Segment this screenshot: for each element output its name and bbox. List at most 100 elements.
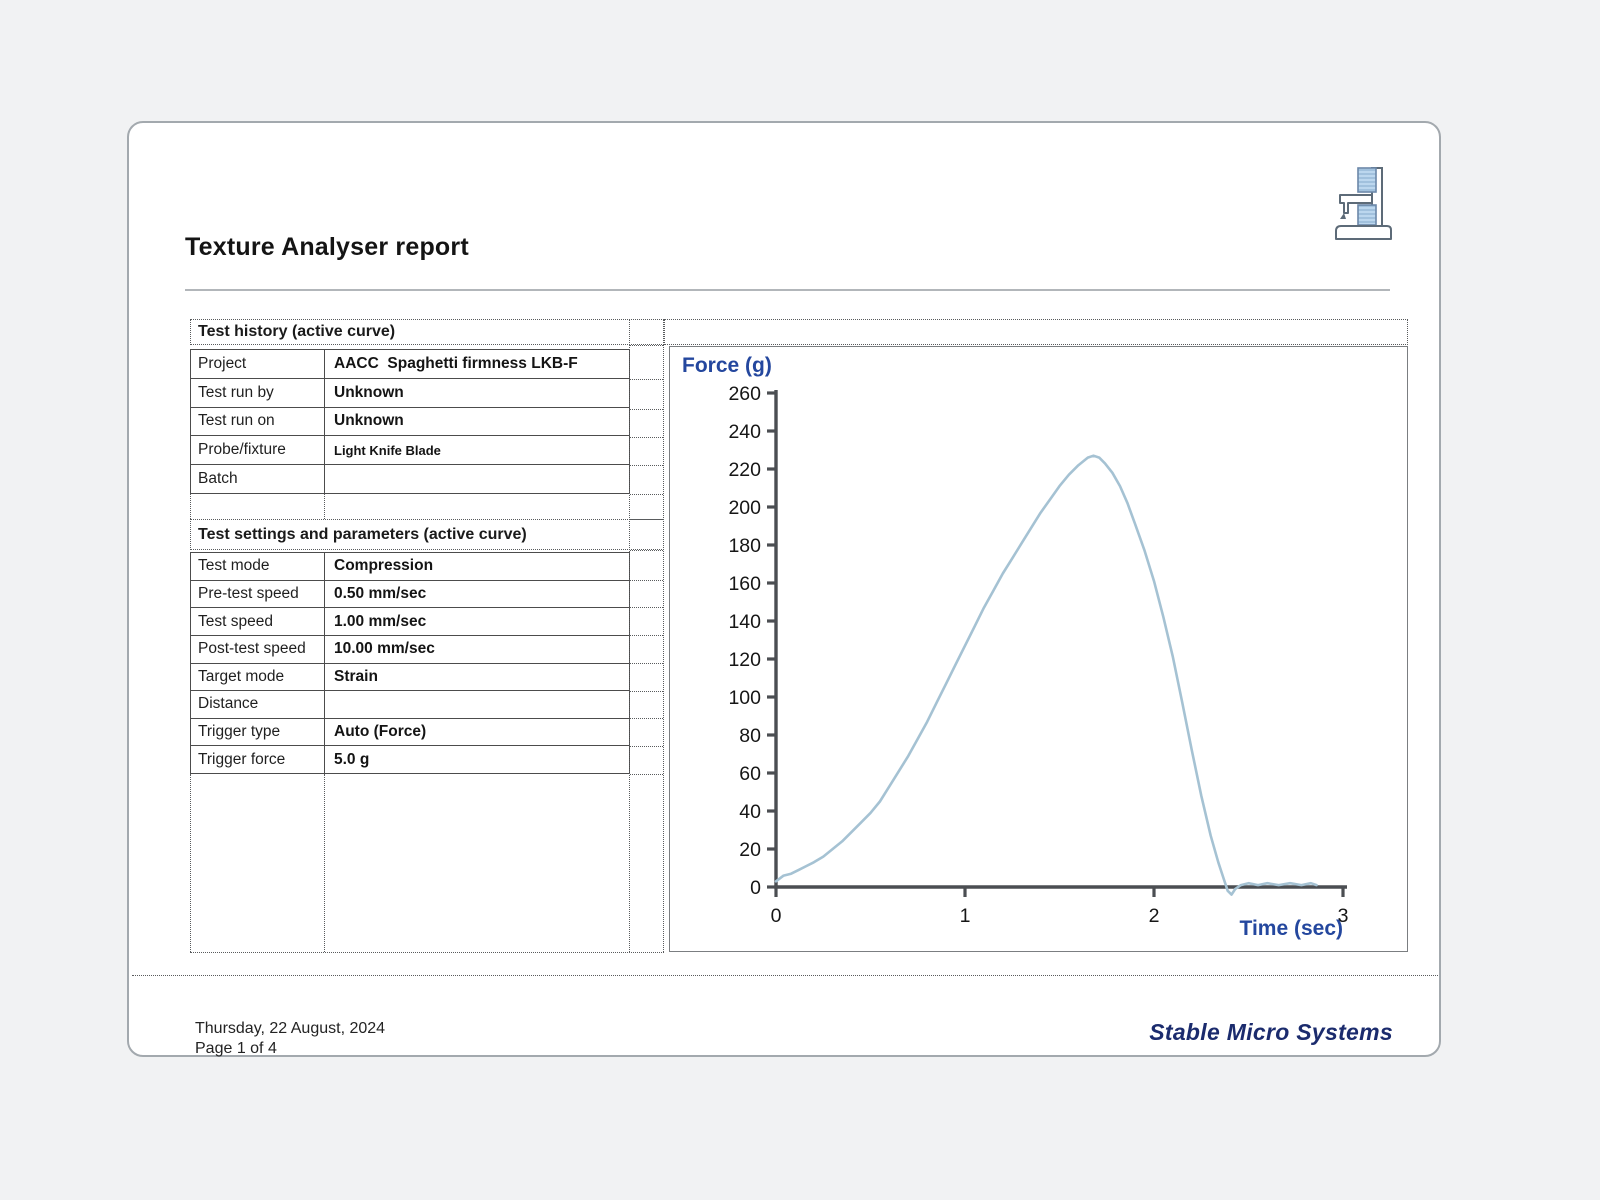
page-title: Texture Analyser report — [185, 233, 469, 261]
row-value — [325, 691, 629, 718]
footer-page-number: Page 1 of 4 — [195, 1040, 277, 1057]
x-axis-title: Time (sec) — [1239, 917, 1344, 940]
grid-line — [630, 691, 663, 692]
table-row: Test mode Compression — [191, 553, 629, 581]
grid-line — [630, 550, 663, 551]
row-label: Trigger force — [191, 746, 325, 773]
grid-line — [630, 379, 663, 380]
row-label: Test mode — [191, 553, 325, 580]
footer-divider — [132, 975, 1438, 976]
chart-panel: 0 20 40 60 80 100 120 140 160 180 200 220 240 260 0 1 2 3… — [669, 346, 1408, 952]
y-axis-title: Force (g) — [682, 354, 772, 377]
grid-strip-header-cell — [629, 319, 664, 345]
row-value: AACC Spaghetti firmness LKB-F — [334, 354, 578, 372]
grid-line — [630, 774, 663, 775]
title-divider — [185, 289, 1390, 291]
row-value: Unknown — [334, 412, 404, 430]
table-row: Probe/fixture Light Knife Blade — [191, 436, 629, 466]
grid-line — [630, 519, 663, 520]
svg-text:140: 140 — [728, 611, 761, 633]
svg-text:80: 80 — [739, 725, 761, 747]
grid-line — [630, 580, 663, 581]
history-table: Project AACC Spaghetti firmness LKB-F Te… — [190, 349, 630, 494]
grid-line — [630, 663, 663, 664]
grid-line — [630, 345, 663, 346]
svg-text:1: 1 — [960, 905, 971, 927]
force-time-chart: 0 20 40 60 80 100 120 140 160 180 200 220 240 260 0 1 2 3 — [728, 383, 1349, 927]
row-value: 1.00 mm/sec — [334, 612, 427, 630]
history-header-cell: Test history (active curve) — [190, 319, 630, 345]
table-row: Test run on Unknown — [191, 407, 629, 437]
grid-line — [190, 494, 191, 519]
svg-text:2: 2 — [1149, 905, 1160, 927]
grid-line — [630, 746, 663, 747]
svg-text:20: 20 — [739, 839, 761, 861]
svg-text:260: 260 — [728, 383, 761, 405]
grid-line — [630, 607, 663, 608]
table-row: Test run by Unknown — [191, 378, 629, 408]
svg-text:60: 60 — [739, 763, 761, 785]
table-row: Project AACC Spaghetti firmness LKB-F — [191, 350, 629, 379]
row-label: Probe/fixture — [191, 436, 325, 465]
table-row: Trigger type Auto (Force) — [191, 718, 629, 747]
table-row: Target mode Strain — [191, 663, 629, 692]
footer-date: Thursday, 22 August, 2024 — [195, 1020, 386, 1037]
svg-text:160: 160 — [728, 573, 761, 595]
row-label: Pre-test speed — [191, 580, 325, 608]
row-value: Unknown — [334, 383, 404, 401]
row-label: Batch — [191, 465, 325, 493]
grid-line — [190, 774, 191, 952]
settings-header: Test settings and parameters (active cur… — [198, 526, 527, 543]
svg-text:180: 180 — [728, 535, 761, 557]
svg-text:200: 200 — [728, 497, 761, 519]
grid-line — [630, 437, 663, 438]
row-label: Target mode — [191, 663, 325, 691]
row-value: 0.50 mm/sec — [334, 584, 427, 602]
graph-header-cell — [664, 319, 1408, 345]
row-value: 5.0 g — [334, 750, 370, 768]
svg-text:40: 40 — [739, 801, 761, 823]
svg-text:0: 0 — [750, 877, 761, 899]
table-row: Post-test speed 10.00 mm/sec — [191, 635, 629, 664]
table-row: Batch — [191, 465, 629, 493]
grid-line — [630, 718, 663, 719]
grid-line — [630, 465, 663, 466]
row-label: Trigger type — [191, 718, 325, 746]
row-label: Distance — [191, 691, 325, 718]
row-value — [325, 465, 629, 493]
row-label: Test run on — [191, 407, 325, 436]
grid-strip-column — [629, 345, 664, 952]
table-row: Distance — [191, 691, 629, 719]
settings-table: Test mode Compression Pre-test speed 0.5… — [190, 552, 630, 774]
row-label: Project — [191, 350, 325, 378]
svg-text:100: 100 — [728, 687, 761, 709]
grid-line — [324, 494, 325, 519]
svg-text:120: 120 — [728, 649, 761, 671]
report-page: Texture Analyser report Tes — [127, 121, 1441, 1057]
svg-text:0: 0 — [771, 905, 782, 927]
grid-line — [630, 635, 663, 636]
row-label: Test run by — [191, 378, 325, 407]
svg-text:240: 240 — [728, 421, 761, 443]
row-label: Test speed — [191, 608, 325, 635]
table-row: Test speed 1.00 mm/sec — [191, 608, 629, 636]
texture-analyser-logo-icon — [1330, 165, 1394, 241]
row-value: Compression — [334, 557, 434, 575]
row-label: Post-test speed — [191, 635, 325, 663]
row-value: Auto (Force) — [334, 723, 427, 741]
grid-line — [190, 952, 664, 953]
svg-text:3: 3 — [1338, 905, 1349, 927]
svg-text:220: 220 — [728, 459, 761, 481]
history-header: Test history (active curve) — [198, 323, 396, 340]
table-row: Trigger force 5.0 g — [191, 746, 629, 773]
grid-line — [324, 774, 325, 952]
row-value: Strain — [334, 667, 378, 685]
row-value: Light Knife Blade — [334, 442, 441, 458]
stable-micro-systems-logo: Stable Micro Systems — [1149, 1019, 1393, 1045]
grid-line — [630, 409, 663, 410]
grid-line — [630, 494, 663, 495]
table-row: Pre-test speed 0.50 mm/sec — [191, 580, 629, 609]
settings-header-cell: Test settings and parameters (active cur… — [190, 519, 630, 550]
row-value: 10.00 mm/sec — [334, 640, 435, 658]
